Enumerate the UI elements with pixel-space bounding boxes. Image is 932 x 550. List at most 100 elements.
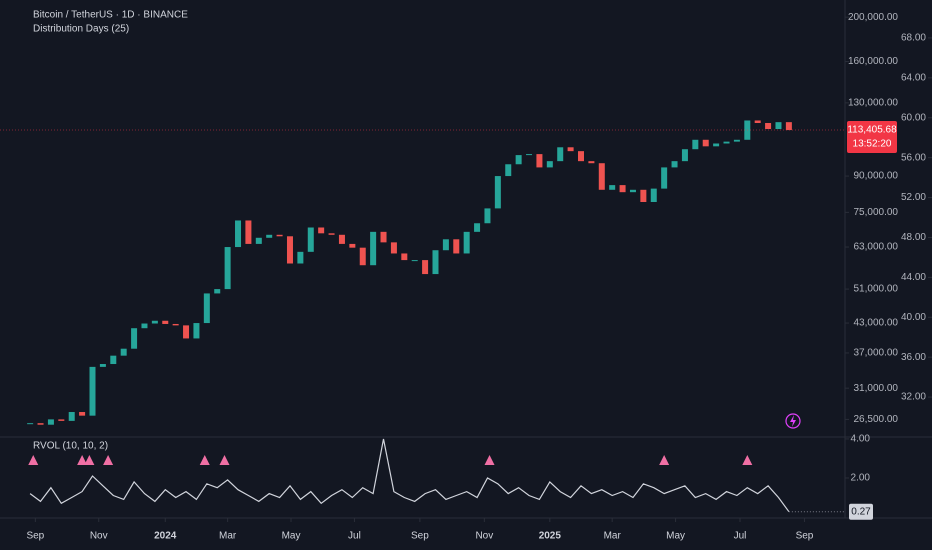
candle-body [754,120,761,123]
x-tick-label: Nov [475,531,493,542]
rvol-line [29,438,790,513]
candle-body [183,325,190,339]
rvol-last-label: 0.27 [851,506,871,517]
candle-body [193,323,200,339]
candle-body [432,250,439,275]
distribution-marker [219,455,230,465]
candle-body [370,231,377,266]
candle-body [598,163,605,190]
x-tick-label: Nov [90,531,108,542]
candle-body [266,234,273,238]
x-tick-label: Sep [796,531,814,542]
candle-body [58,419,65,421]
candle-body [546,161,553,168]
candle-body [681,149,688,162]
candle-body [578,151,585,162]
countdown-label: 13:52:20 [853,139,892,150]
candle-body [245,220,252,244]
candle-body [557,147,564,162]
x-tick-label: Jul [348,531,361,542]
x-tick-label: May [282,531,301,542]
candle-body [588,161,595,164]
x-tick-label: Sep [26,531,44,542]
candle-body [775,122,782,130]
candle-body [286,236,293,264]
candle-body [338,234,345,244]
distribution-marker [28,455,39,465]
candle-body [120,348,127,356]
x-tick-label: May [666,531,685,542]
candle-body [723,141,730,144]
candle-body [349,243,356,248]
candle-body [785,122,792,131]
candle-body [255,237,262,244]
candle-body [505,164,512,177]
y2-tick-label: 56.00 [901,152,926,163]
y-tick-label: 160,000.00 [848,56,898,67]
rvol-tick-label: 4.00 [851,434,871,445]
y-tick-label: 75,000.00 [854,207,899,218]
y2-tick-label: 60.00 [901,112,926,123]
candle-body [390,242,397,254]
candle-body [484,208,491,224]
y2-tick-label: 52.00 [901,192,926,203]
chart-title: Bitcoin / TetherUS · 1D · BINANCE [33,10,188,21]
distribution-marker [742,455,753,465]
candle-body [276,234,283,237]
candle-body [609,185,616,190]
y-tick-label: 200,000.00 [848,12,898,23]
candle-body [297,251,304,264]
last-price-label: 113,405.68 [847,125,897,136]
candle-body [318,227,325,234]
candle-body [68,412,75,421]
candle-body [515,155,522,165]
candle-body [422,260,429,275]
y2-tick-label: 44.00 [901,272,926,283]
x-tick-label: 2025 [539,531,562,542]
y2-tick-label: 64.00 [901,72,926,83]
rvol-tick-label: 2.00 [851,473,871,484]
indicator-title: Distribution Days (25) [33,24,129,35]
candle-body [713,143,720,147]
distribution-marker [103,455,114,465]
candle-body [650,188,657,203]
candle-body [151,320,158,324]
candle-body [567,147,574,152]
y-tick-label: 90,000.00 [854,171,899,182]
candle-body [401,253,408,261]
candle-body [172,323,179,326]
y-tick-label: 130,000.00 [848,98,898,109]
candle-body [380,231,387,243]
candle-body [162,320,169,324]
candle-body [27,423,34,425]
distribution-marker [77,455,88,465]
candle-body [411,260,418,262]
x-tick-label: Mar [604,531,622,542]
candle-body [214,289,221,294]
candle-body [536,154,543,168]
candle-body [474,223,481,232]
alert-icon[interactable] [785,413,801,429]
candle-body [661,167,668,189]
y-tick-label: 43,000.00 [854,318,899,329]
candle-body [203,293,210,324]
y2-tick-label: 40.00 [901,312,926,323]
distribution-marker [659,455,670,465]
y-tick-label: 51,000.00 [854,284,899,295]
candle-body [463,231,470,254]
candle-body [702,139,709,147]
candle-body [453,239,460,254]
x-tick-label: Sep [411,531,429,542]
candle-body [442,239,449,251]
y-tick-label: 37,000.00 [854,348,899,359]
last-price-box [847,121,897,154]
candle-body [224,247,231,290]
candle-body [733,139,740,142]
distribution-marker [199,455,210,465]
y2-tick-label: 32.00 [901,392,926,403]
candle-body [110,355,117,365]
candle-body [526,154,533,156]
candle-body [619,185,626,193]
